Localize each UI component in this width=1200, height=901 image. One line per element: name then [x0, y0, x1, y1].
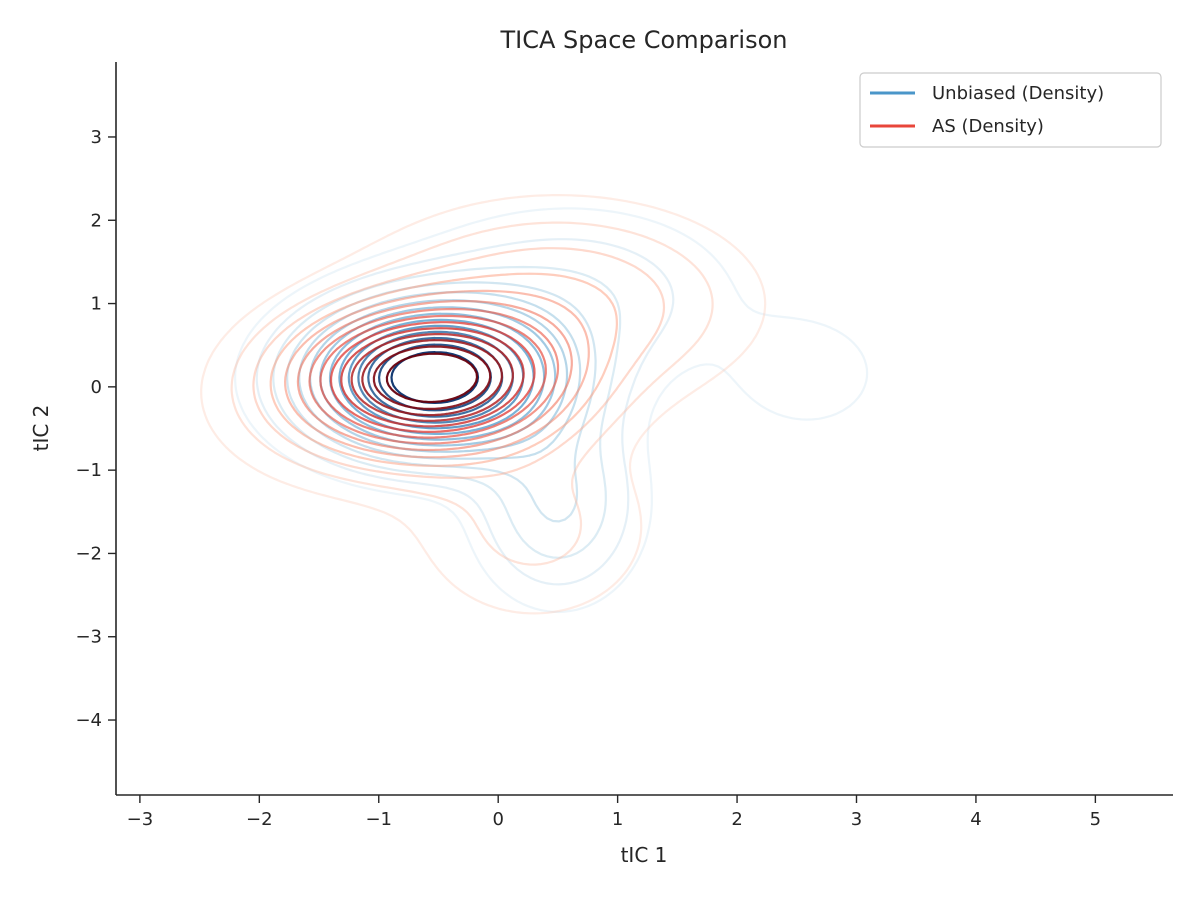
- contour-level: [286, 281, 597, 523]
- legend-label-unbiased: Unbiased (Density): [932, 83, 1104, 104]
- contour-level: [255, 238, 675, 586]
- contour-level: [296, 300, 573, 452]
- y-tick-label: −1: [75, 460, 102, 481]
- contour-level: [372, 345, 492, 410]
- x-ticks: −3 −2 −1 0 1 2 3 4 5: [127, 795, 1101, 830]
- contour-level: [329, 321, 536, 433]
- contour-level: [272, 265, 622, 559]
- contour-level: [350, 333, 514, 422]
- contour-level: [234, 207, 869, 614]
- contour-level: [319, 314, 547, 439]
- x-tick-label: 2: [731, 809, 742, 830]
- contour-level: [230, 221, 714, 566]
- contour-level: [200, 194, 767, 615]
- contour-level: [308, 307, 560, 445]
- contour-level: [269, 272, 618, 467]
- y-tick-label: −4: [75, 710, 102, 731]
- y-axis-label: tIC 2: [29, 405, 53, 452]
- y-tick-label: −2: [75, 543, 102, 564]
- contour-series-1: [200, 194, 767, 615]
- x-tick-label: 3: [851, 809, 862, 830]
- x-tick-label: 0: [492, 809, 503, 830]
- contour-level: [361, 339, 503, 417]
- x-tick-label: 5: [1090, 809, 1101, 830]
- contour-level: [252, 247, 666, 479]
- legend-box: [859, 72, 1162, 148]
- legend-label-as: AS (Density): [932, 116, 1044, 137]
- y-ticks: −4 −3 −2 −1 0 1 2 3: [75, 127, 116, 731]
- y-tick-label: 1: [91, 294, 102, 315]
- x-tick-label: 4: [970, 809, 981, 830]
- x-axis-label: tIC 1: [621, 843, 668, 867]
- y-tick-label: −3: [75, 627, 102, 648]
- x-tick-label: 1: [612, 809, 623, 830]
- x-tick-label: −2: [246, 809, 273, 830]
- x-tick-label: −1: [365, 809, 392, 830]
- x-tick-label: −3: [127, 809, 154, 830]
- y-tick-label: 3: [91, 127, 102, 148]
- y-tick-label: 0: [91, 377, 102, 398]
- contour-level: [284, 289, 590, 459]
- legend: Unbiased (Density) AS (Density): [859, 72, 1162, 148]
- contour-series-0: [234, 207, 869, 614]
- contour-level: [340, 327, 525, 428]
- contour-level: [385, 352, 479, 404]
- chart-title: TICA Space Comparison: [499, 26, 787, 54]
- y-tick-label: 2: [91, 210, 102, 231]
- contour-plot: [200, 194, 869, 615]
